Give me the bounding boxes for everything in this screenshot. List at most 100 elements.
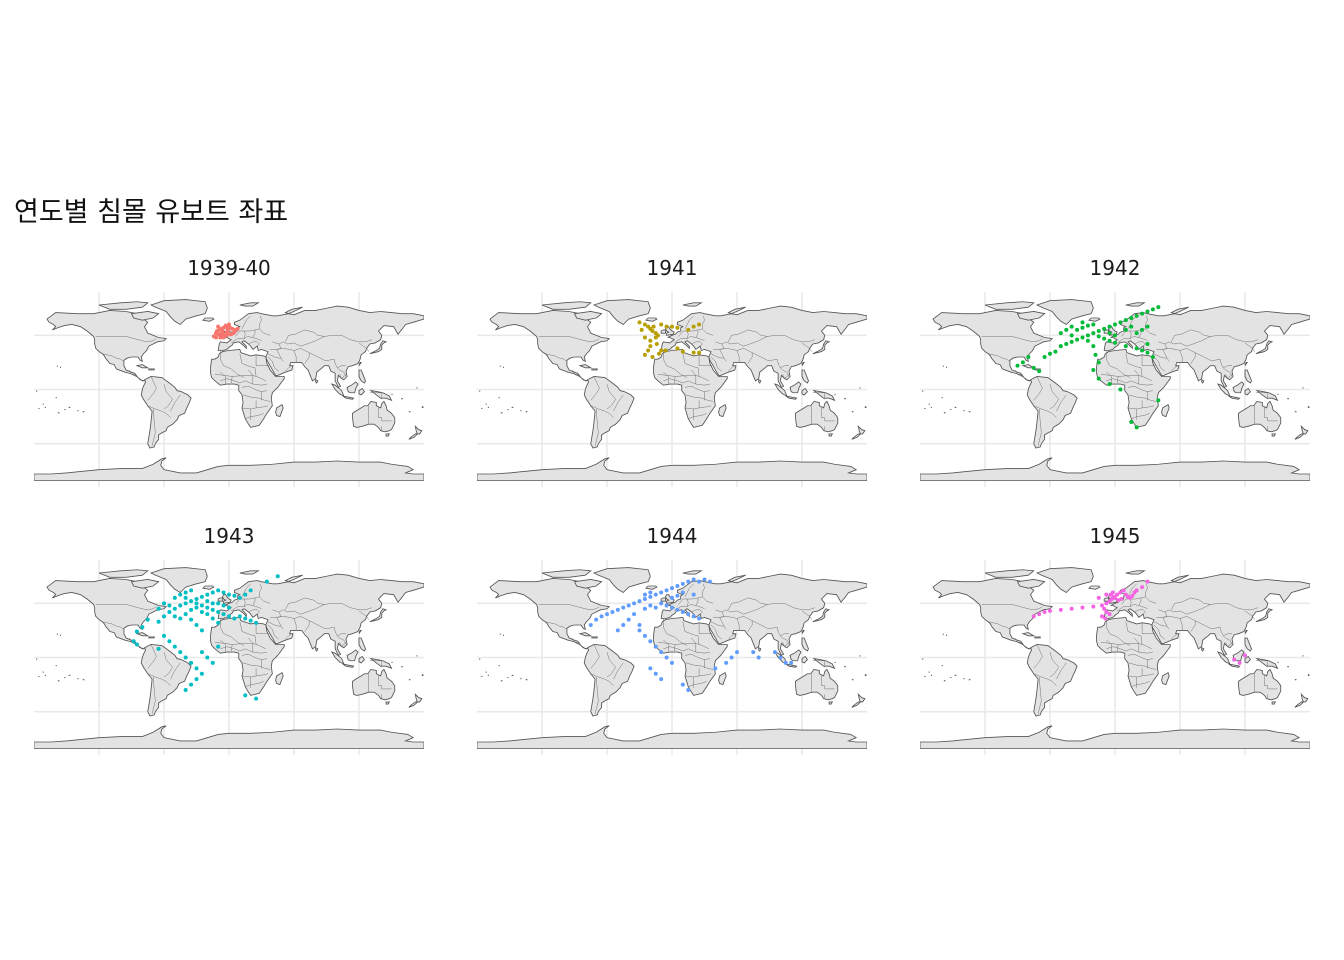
- sunk-uboat-point: [648, 639, 653, 644]
- sunk-uboat-point: [1091, 322, 1096, 327]
- sunk-uboat-point: [226, 605, 232, 610]
- sunk-uboat-point: [659, 650, 664, 655]
- sunk-uboat-point: [756, 655, 761, 660]
- sunk-uboat-point: [167, 639, 172, 644]
- sunk-uboat-point: [1134, 588, 1139, 593]
- sunk-uboat-point: [675, 346, 680, 351]
- sunk-uboat-point: [189, 660, 194, 665]
- sunk-uboat-point: [1091, 367, 1096, 373]
- sunk-uboat-point: [134, 642, 139, 647]
- sunk-uboat-point: [189, 682, 194, 687]
- sunk-uboat-point: [161, 601, 167, 606]
- sunk-uboat-point: [131, 639, 136, 644]
- sunk-uboat-point: [243, 592, 248, 597]
- sunk-uboat-point: [1104, 592, 1109, 597]
- sunk-uboat-point: [178, 650, 183, 655]
- sunk-uboat-point: [610, 609, 615, 615]
- sunk-uboat-point: [697, 579, 702, 584]
- sunk-uboat-point: [167, 603, 172, 608]
- sunk-uboat-point: [680, 609, 685, 615]
- panel-title: 1944: [646, 524, 698, 548]
- sunk-uboat-point: [221, 335, 226, 340]
- sunk-uboat-point: [172, 644, 177, 649]
- sunk-uboat-point: [675, 325, 680, 330]
- sunk-uboat-point: [659, 601, 664, 606]
- sunk-uboat-point: [1134, 346, 1139, 351]
- sunk-uboat-point: [1080, 320, 1085, 325]
- sunk-uboat-point: [707, 579, 712, 584]
- world-map-panel: [34, 292, 424, 487]
- sunk-uboat-point: [604, 612, 610, 617]
- sunk-uboat-point: [213, 335, 219, 340]
- panel-title: 1943: [203, 524, 255, 548]
- sunk-uboat-point: [134, 629, 139, 634]
- sunk-uboat-point: [1104, 601, 1109, 606]
- sunk-uboat-point: [669, 595, 675, 600]
- sunk-uboat-point: [1099, 614, 1105, 619]
- sunk-uboat-point: [178, 603, 183, 608]
- sunk-uboat-point: [697, 322, 702, 327]
- sunk-uboat-point: [1116, 598, 1121, 603]
- sunk-uboat-point: [669, 660, 675, 665]
- sunk-uboat-point: [156, 619, 161, 624]
- sunk-uboat-point: [1129, 324, 1134, 329]
- sunk-uboat-point: [648, 338, 653, 343]
- sunk-uboat-point: [650, 354, 655, 360]
- sunk-uboat-point: [1118, 590, 1123, 595]
- sunk-uboat-point: [702, 577, 707, 582]
- sunk-uboat-point: [216, 644, 221, 649]
- sunk-uboat-point: [1107, 612, 1112, 617]
- sunk-uboat-point: [778, 655, 783, 660]
- sunk-uboat-point: [189, 617, 194, 622]
- sunk-uboat-point: [210, 601, 215, 606]
- sunk-uboat-point: [1069, 324, 1074, 329]
- sunk-uboat-point: [221, 603, 226, 608]
- sunk-uboat-point: [232, 593, 237, 598]
- sunk-uboat-point: [183, 655, 188, 660]
- sunk-uboat-point: [1037, 612, 1042, 617]
- sunk-uboat-point: [1096, 595, 1101, 600]
- sunk-uboat-point: [1015, 363, 1020, 368]
- sunk-uboat-point: [1129, 315, 1134, 321]
- sunk-uboat-point: [1112, 340, 1118, 345]
- sunk-uboat-point: [216, 620, 221, 625]
- sunk-uboat-point: [686, 579, 691, 584]
- sunk-uboat-point: [1096, 328, 1101, 334]
- sunk-uboat-point: [205, 599, 210, 604]
- world-map-panel: [920, 292, 1310, 487]
- sunk-uboat-point: [642, 606, 647, 611]
- sunk-uboat-point: [642, 335, 647, 340]
- sunk-uboat-point: [686, 687, 691, 693]
- sunk-uboat-point: [642, 592, 647, 597]
- sunk-uboat-point: [156, 606, 161, 611]
- sunk-uboat-point: [216, 324, 221, 329]
- sunk-uboat-point: [194, 596, 199, 602]
- sunk-uboat-point: [199, 603, 204, 608]
- sunk-uboat-point: [659, 348, 664, 353]
- sunk-uboat-point: [1129, 419, 1134, 425]
- sunk-uboat-point: [1140, 348, 1145, 353]
- sunk-uboat-point: [1110, 590, 1115, 595]
- sunk-uboat-point: [183, 595, 188, 600]
- sunk-uboat-point: [1099, 603, 1105, 608]
- sunk-uboat-point: [1096, 334, 1101, 339]
- sunk-uboat-point: [1145, 341, 1150, 347]
- sunk-uboat-point: [1075, 327, 1080, 332]
- sunk-uboat-point: [230, 326, 235, 331]
- sunk-uboat-point: [1047, 608, 1053, 613]
- sunk-uboat-point: [183, 612, 188, 617]
- sunk-uboat-point: [691, 324, 696, 329]
- sunk-uboat-point: [205, 605, 210, 610]
- sunk-uboat-point: [639, 327, 644, 332]
- sunk-uboat-point: [1123, 318, 1128, 323]
- sunk-uboat-point: [1085, 333, 1090, 338]
- sunk-uboat-point: [248, 588, 253, 593]
- sunk-uboat-point: [248, 618, 253, 623]
- sunk-uboat-point: [1107, 382, 1112, 387]
- sunk-uboat-point: [1140, 585, 1145, 590]
- sunk-uboat-point: [178, 616, 183, 621]
- world-map-panel: [920, 560, 1310, 755]
- sunk-uboat-point: [1232, 657, 1237, 662]
- sunk-uboat-point: [1096, 376, 1101, 381]
- sunk-uboat-point: [225, 327, 230, 332]
